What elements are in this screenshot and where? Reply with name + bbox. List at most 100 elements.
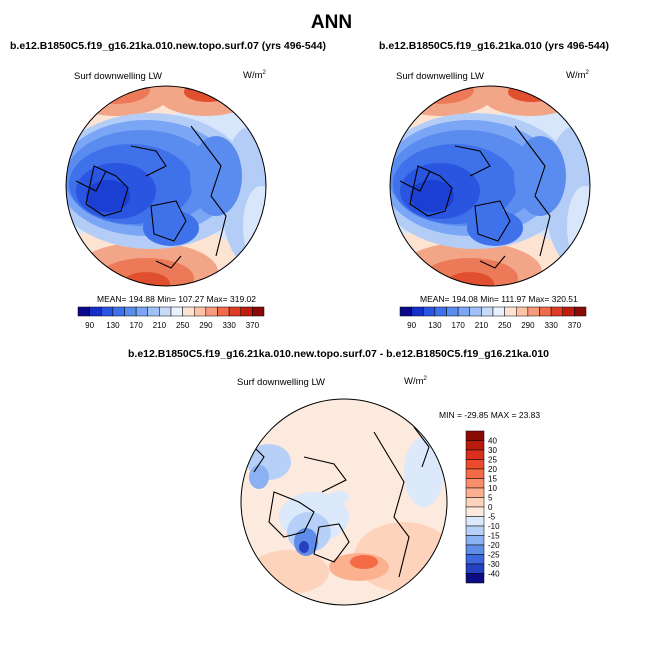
panel-3-units: W/m2 [404,376,427,388]
field-layer [241,399,447,605]
field-contour [514,136,566,216]
colorbar-tick-label: 130 [428,321,442,330]
field-contour [184,86,232,102]
map-boundary [65,85,267,287]
colorbar-swatch [550,306,563,317]
colorbar-swatch [446,306,459,317]
field-contour [190,136,242,216]
colorbar-tick-label: 370 [246,321,260,330]
colorbar-tick-label: -20 [488,541,500,550]
field-contour [86,180,130,212]
colorbar-tick-label: 130 [106,321,120,330]
colorbar-tick-label: 290 [521,321,535,330]
coastline [150,200,187,242]
colorbar-tick-label: 370 [568,321,582,330]
coastline [190,125,227,257]
panel-2-colorbar: 90 130 170 210 250 290 330 370 [399,306,587,330]
colorbar-tick-label: 290 [199,321,213,330]
colorbar-swatch [399,306,412,317]
panel-1-units: W/m2 [243,70,266,82]
colorbar-swatch [465,468,485,479]
coastline [373,431,410,578]
panel-3-polar-map [240,398,448,606]
panel-2-stats: MEAN= 194.08 Min= 111.97 Max= 320.51 [420,294,578,304]
colorbar-tick-label: 210 [153,321,167,330]
panel-3-case-title: b.e12.B1850C5.f19_g16.21ka.010.new.topo.… [128,348,550,360]
field-contour [299,541,309,553]
colorbar-swatch [465,516,485,527]
coastline [75,170,107,192]
colorbar-swatch [465,497,485,508]
field-layer [66,86,266,286]
colorbar-swatch [465,440,485,451]
colorbar-swatch [562,306,575,317]
colorbar-swatch [411,306,424,317]
map-boundary [240,398,448,606]
colorbar-tick-label: 330 [544,321,558,330]
colorbar-swatch [465,459,485,470]
colorbar-swatch [527,306,540,317]
coastline [155,255,182,269]
colorbar-swatch [170,306,183,317]
colorbar-tick-label: 0 [488,503,493,512]
colorbar-tick-label: 20 [488,465,497,474]
colorbar-tick-label: 30 [488,446,497,455]
colorbar-tick-label: 90 [407,321,416,330]
colorbar-tick-label: 25 [488,456,497,465]
page-title: ANN [310,12,353,33]
colorbar-swatch [112,306,125,317]
colorbar-swatch [423,306,436,317]
colorbar-swatch [465,544,485,555]
colorbar-tick-label: 5 [488,494,493,503]
coastline [130,145,167,177]
field-contour [467,210,523,246]
colorbar-swatch [504,306,517,317]
panel-1-polar-map [65,85,267,287]
colorbar-swatch [516,306,529,317]
colorbar-swatch [481,306,494,317]
colorbar-swatch [182,306,195,317]
field-contour [329,491,349,503]
colorbar-swatch [465,478,485,489]
coastline [313,523,350,563]
colorbar-swatch [194,306,207,317]
coastline [85,165,129,217]
colorbar-swatch [135,306,148,317]
colorbar-swatch [465,563,485,574]
field-contour [404,437,444,507]
colorbar-tick-label: -40 [488,570,500,579]
colorbar-swatch [465,573,485,584]
colorbar-swatch [217,306,230,317]
colorbar-swatch [465,449,485,460]
colorbar-tick-label: 10 [488,484,497,493]
colorbar-swatch [240,306,253,317]
colorbar-swatch [465,506,485,517]
colorbar-tick-label: -5 [488,513,496,522]
colorbar-tick-label: 210 [475,321,489,330]
coastline [413,426,430,468]
colorbar-swatch [228,306,241,317]
colorbar-swatch [465,535,485,546]
coastline [474,200,511,242]
colorbar-swatch [124,306,137,317]
colorbar-tick-label: 90 [85,321,94,330]
colorbar-swatch [434,306,447,317]
colorbar-swatch [147,306,160,317]
colorbar-tick-label: -15 [488,532,500,541]
colorbar-tick-label: 40 [488,437,497,446]
field-contour [410,180,454,212]
colorbar-swatch [539,306,552,317]
panel-1-case-title: b.e12.B1850C5.f19_g16.21ka.010.new.topo.… [10,40,326,52]
panel-2-case-title: b.e12.B1850C5.f19_g16.21ka.010 (yrs 496-… [379,40,609,52]
colorbar-swatch [101,306,114,317]
panel-1-stats: MEAN= 194.88 Min= 107.27 Max= 319.02 [97,294,257,304]
colorbar-tick-label: -25 [488,551,500,560]
field-contour [143,210,199,246]
colorbar-tick-label: 330 [222,321,236,330]
colorbar-tick-label: 250 [498,321,512,330]
colorbar-tick-label: 15 [488,475,497,484]
colorbar-tick-label: -30 [488,560,500,569]
panel-3-variable-label: Surf downwelling LW [237,377,326,388]
colorbar-swatch [469,306,482,317]
